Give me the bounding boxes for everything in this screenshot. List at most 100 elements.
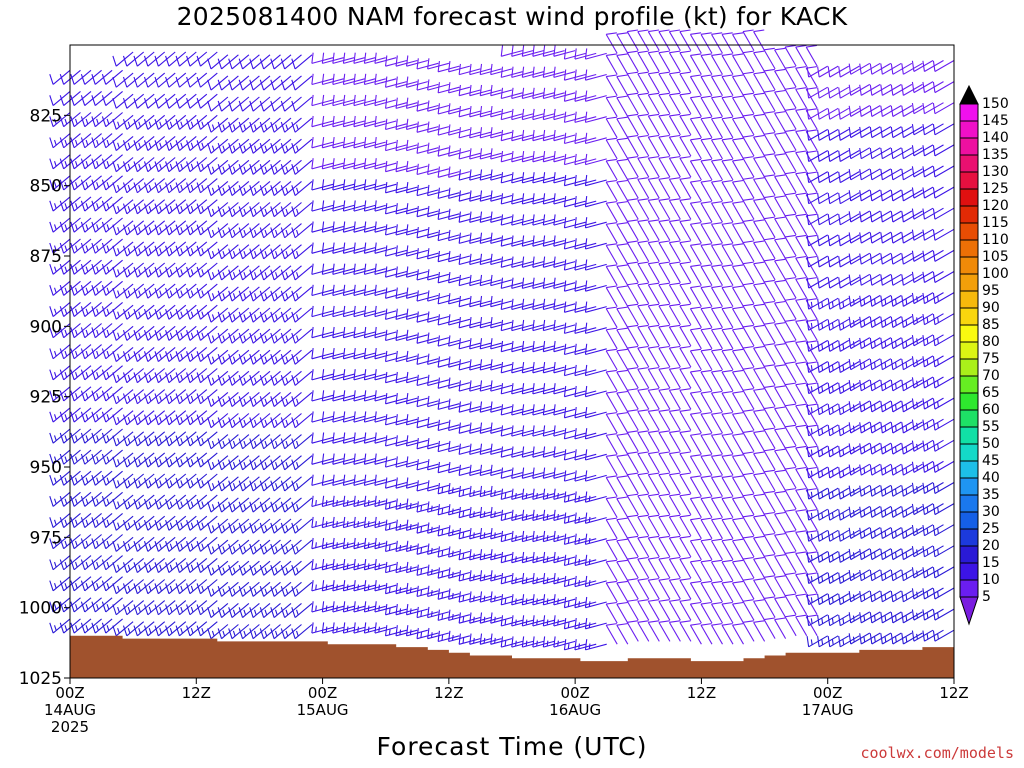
barb-full-flag <box>175 351 180 362</box>
barb-full-flag <box>101 453 107 465</box>
wind-barb <box>553 467 576 479</box>
barb-full-flag <box>91 116 96 127</box>
barb-full-flag <box>122 583 128 594</box>
barb-full-flag <box>395 604 398 615</box>
barb-full-flag <box>469 422 472 434</box>
barb-full-flag <box>133 562 138 573</box>
barb-full-flag <box>133 393 138 404</box>
barb-full-flag <box>448 272 451 283</box>
barb-full-flag <box>511 45 514 57</box>
barb-full-flag <box>101 580 107 592</box>
barb-full-flag <box>70 517 75 528</box>
barb-full-flag <box>112 308 117 320</box>
barb-full-flag <box>70 474 75 486</box>
wind-barb <box>427 311 450 323</box>
barb-full-flag <box>311 179 314 191</box>
barb-full-flag <box>469 274 472 286</box>
wind-barb <box>406 224 428 236</box>
barb-full-flag <box>122 372 128 383</box>
barb-staff <box>294 159 313 175</box>
wind-barb <box>553 172 576 184</box>
barb-full-flag <box>186 541 191 552</box>
barb-full-flag <box>133 119 138 130</box>
barb-half-flag <box>201 480 205 486</box>
barb-half-flag <box>64 118 68 125</box>
barb-half-flag <box>127 121 131 128</box>
barb-full-flag <box>122 119 128 130</box>
barb-full-flag <box>574 364 577 376</box>
barb-full-flag <box>133 477 138 489</box>
wind-barb <box>291 539 313 555</box>
barb-full-flag <box>448 208 451 220</box>
barb-full-flag <box>165 562 170 573</box>
barb-full-flag <box>70 496 75 507</box>
barb-full-flag <box>448 124 451 136</box>
wind-barb <box>101 196 123 212</box>
barb-full-flag <box>154 351 159 362</box>
barb-half-flag <box>85 287 89 294</box>
barb-full-flag <box>395 435 398 447</box>
barb-full-flag <box>574 111 577 123</box>
wind-barb <box>374 52 397 64</box>
barb-half-flag <box>96 350 99 357</box>
barb-half-flag <box>54 182 57 188</box>
barb-full-flag <box>217 628 223 639</box>
wind-barb <box>101 175 123 191</box>
wind-barb <box>196 536 218 552</box>
barb-full-flag <box>143 456 149 468</box>
barb-full-flag <box>207 417 212 428</box>
barb-half-flag <box>138 184 141 191</box>
barb-full-flag <box>112 435 117 447</box>
wind-barb <box>101 365 123 381</box>
barb-half-flag <box>127 395 131 402</box>
barb-full-flag <box>186 308 191 320</box>
barb-full-flag <box>311 390 314 402</box>
barb-half-flag <box>148 205 152 212</box>
barb-full-flag <box>91 496 96 507</box>
barb-half-flag <box>75 287 78 294</box>
wind-barb <box>196 452 218 468</box>
barb-half-flag <box>117 184 120 191</box>
barb-half-flag <box>222 377 226 384</box>
barb-half-flag <box>211 398 215 405</box>
wind-barb <box>427 163 450 176</box>
barb-half-flag <box>54 582 57 589</box>
barb-full-flag <box>469 232 472 244</box>
barb-half-flag <box>138 395 141 402</box>
barb-half-flag <box>169 374 173 381</box>
barb-full-flag <box>217 501 223 513</box>
barb-staff <box>294 202 313 218</box>
wind-barb <box>448 145 471 157</box>
barb-staff <box>294 497 313 513</box>
barb-full-flag <box>70 242 75 254</box>
wind-barb <box>291 349 313 365</box>
barb-half-flag <box>159 290 162 296</box>
wind-barb <box>374 94 397 107</box>
barb-full-flag <box>175 625 180 637</box>
barb-half-flag <box>211 293 215 299</box>
wind-barb <box>280 75 302 91</box>
barb-full-flag <box>427 564 430 576</box>
barb-half-flag <box>169 142 173 149</box>
barb-full-flag <box>154 140 159 151</box>
barb-full-flag <box>196 161 201 172</box>
wind-barb <box>228 54 250 70</box>
barb-full-flag <box>59 474 65 486</box>
barb-half-flag <box>96 561 99 568</box>
barb-full-flag <box>59 559 65 570</box>
barb-full-flag <box>91 95 96 106</box>
barb-full-flag <box>122 435 128 447</box>
barb-half-flag <box>201 353 205 360</box>
wind-barb <box>448 419 471 432</box>
wind-barb <box>374 495 397 508</box>
wind-barb <box>406 97 428 109</box>
barb-half-flag <box>106 308 110 315</box>
barb-full-flag <box>207 332 212 344</box>
barb-half-flag <box>148 184 152 191</box>
wind-barb <box>374 432 397 444</box>
barb-full-flag <box>311 137 314 148</box>
barb-full-flag <box>321 52 325 64</box>
barb-full-flag <box>143 76 149 88</box>
barb-full-flag <box>196 414 201 426</box>
barb-half-flag <box>96 118 99 125</box>
